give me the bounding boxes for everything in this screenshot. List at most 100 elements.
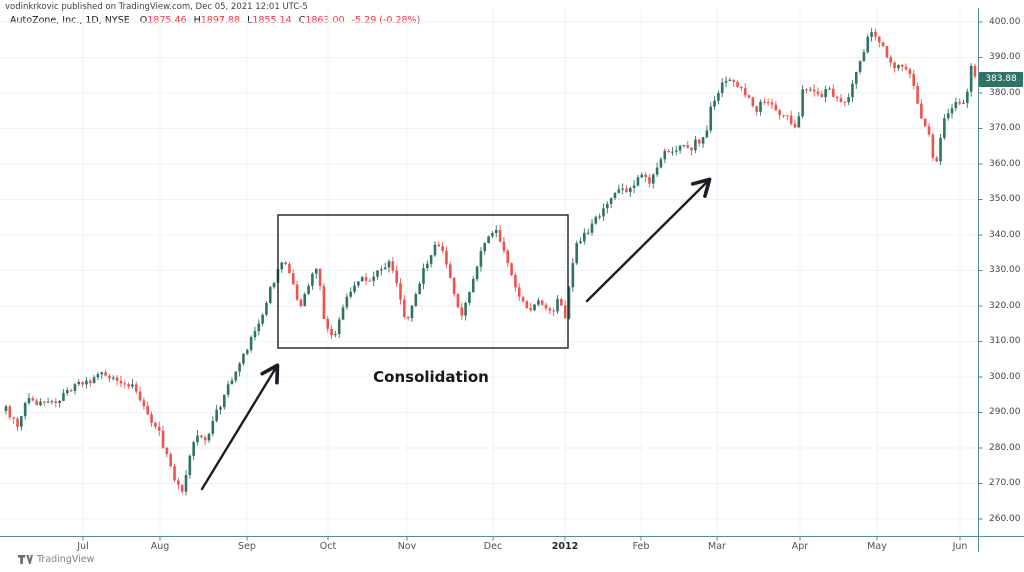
candle-body — [824, 89, 827, 98]
candle-body — [973, 65, 977, 77]
attribution[interactable]: TradingView — [18, 554, 94, 565]
candle-body — [341, 307, 345, 320]
x-axis-label: 2012 — [551, 541, 579, 552]
candle-body — [196, 435, 199, 443]
candle-body — [265, 302, 268, 315]
candle-body — [506, 250, 510, 264]
y-axis-label: 340.00 — [989, 229, 1021, 240]
candle-body — [858, 61, 862, 72]
candle-body — [441, 246, 444, 251]
candle-body — [946, 113, 950, 119]
candle-body — [238, 363, 241, 372]
candle-body — [705, 130, 709, 138]
candle-body — [303, 293, 307, 307]
y-axis-label: 320.00 — [989, 300, 1021, 311]
candle-body — [606, 203, 609, 209]
candle-body — [812, 89, 816, 92]
y-axis-label: 310.00 — [989, 336, 1021, 346]
candle-body — [138, 391, 142, 401]
candle-body — [31, 398, 35, 401]
candle-body — [345, 296, 349, 308]
candle-body — [943, 118, 946, 138]
candle-body — [387, 261, 391, 268]
axis-lines — [0, 8, 1024, 552]
candle-body — [326, 319, 330, 330]
low-value: 1855.14 — [252, 15, 292, 26]
candle-body — [307, 285, 310, 294]
candle-body — [468, 292, 471, 303]
candle-body — [743, 88, 747, 96]
candle-body — [740, 86, 743, 89]
candle-body — [854, 71, 858, 84]
candle-body — [291, 273, 295, 285]
candle-body — [571, 263, 575, 288]
candle-body — [257, 323, 261, 332]
y-axis-label: 370.00 — [989, 123, 1021, 133]
candle-body — [736, 81, 739, 87]
candle-body — [418, 283, 421, 295]
candle-body — [35, 400, 38, 406]
candle-body — [203, 437, 207, 441]
candle-body — [223, 394, 226, 408]
candle-body — [816, 91, 820, 95]
y-axis-label: 260.00 — [989, 513, 1021, 524]
candle-body — [720, 82, 724, 93]
candle-body — [154, 422, 157, 427]
candle-body — [820, 94, 824, 98]
candle-body — [169, 454, 172, 467]
candle-body — [150, 414, 153, 423]
consolidation-label: Consolidation — [373, 368, 489, 386]
candle-body — [268, 287, 272, 303]
candle-body — [337, 319, 341, 335]
candle-body — [966, 91, 969, 103]
candle-body — [311, 273, 314, 286]
candle-body — [426, 263, 429, 269]
candle-body — [686, 145, 690, 148]
candle-body — [399, 283, 402, 300]
candle-body — [96, 374, 100, 378]
candle-body — [870, 32, 873, 37]
candle-body — [556, 299, 559, 312]
candle-body — [962, 102, 965, 104]
candle-body — [180, 484, 184, 492]
candle-body — [778, 110, 781, 116]
candle-body — [39, 401, 42, 406]
candle-body — [100, 372, 104, 375]
candle-body — [200, 435, 203, 438]
candle-body — [460, 307, 464, 316]
candle-body — [786, 115, 789, 117]
last-price-badge: 383.88 — [979, 71, 1023, 87]
candle-body — [628, 187, 632, 193]
candle-body — [874, 32, 877, 37]
candle-body — [969, 65, 973, 92]
candle-body — [318, 268, 322, 287]
candle-body — [694, 139, 697, 151]
x-axis-label: Aug — [150, 541, 170, 552]
candle-body — [157, 426, 161, 431]
candle-body — [709, 106, 713, 131]
candle-body — [242, 353, 245, 364]
candle-body — [651, 174, 655, 184]
candle-body — [782, 115, 785, 117]
candle-body — [751, 97, 755, 107]
x-axis-label: Jun — [952, 541, 968, 552]
candle-body — [81, 381, 84, 385]
candle-body — [770, 102, 774, 105]
candle-body — [655, 167, 659, 175]
candle-body — [927, 126, 931, 135]
candle-body — [828, 88, 831, 90]
candle-body — [866, 36, 870, 53]
candle-body — [261, 314, 264, 324]
symbol-legend[interactable]: AutoZone, Inc., 1D, NYSE O1875.46 H1897.… — [10, 15, 420, 26]
candle-body — [422, 268, 425, 284]
candle-body — [134, 384, 138, 392]
candle-body — [690, 147, 693, 151]
consolidation-box — [277, 214, 569, 349]
y-axis-label: 360.00 — [989, 158, 1021, 169]
candle-body — [23, 402, 27, 417]
candle-body — [931, 134, 935, 158]
candle-body — [437, 244, 441, 247]
candle-body — [127, 384, 130, 387]
